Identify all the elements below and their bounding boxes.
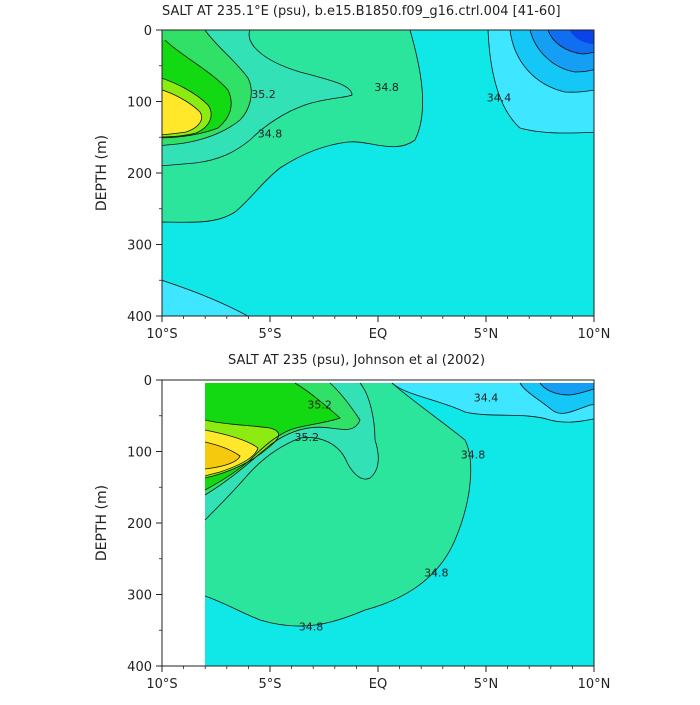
contour-line xyxy=(204,429,259,477)
contour-label: 34.8 xyxy=(374,81,399,94)
panel-1-contour-labels: 35.2 34.8 34.8 34.4 xyxy=(251,81,511,140)
panel-2-axes: 10°S 5°S EQ 5°N 10°N 0 100 200 300 400 xyxy=(127,374,610,692)
contour-line xyxy=(547,30,594,55)
contour-label: 34.4 xyxy=(487,92,512,105)
contour-line xyxy=(204,382,379,521)
x-tick-label: 10°N xyxy=(578,327,611,342)
panel-1-axes: 10°S 5°S EQ 5°N 10°N 0 100 200 300 400 xyxy=(127,24,610,342)
x-tick-label: 10°S xyxy=(146,677,177,692)
contour-line xyxy=(204,382,341,491)
contour-label: 34.8 xyxy=(461,449,486,462)
x-tick-label: 10°S xyxy=(146,327,177,342)
fill-yellow xyxy=(162,89,202,135)
contour-line xyxy=(162,30,252,146)
x-tick-label: 5°N xyxy=(474,327,499,342)
contour-line xyxy=(391,382,594,423)
y-tick-label: 0 xyxy=(144,24,152,39)
contour-line xyxy=(204,382,361,496)
panel-2-y-axis-label: DEPTH (m) xyxy=(94,485,110,561)
y-tick-label: 400 xyxy=(127,660,152,675)
panel-2-title: SALT AT 235 (psu), Johnson et al (2002) xyxy=(228,353,485,368)
contour-line xyxy=(487,30,594,134)
y-tick-label: 0 xyxy=(144,374,152,389)
contour-line xyxy=(519,382,594,414)
contour-label: 35.2 xyxy=(251,88,276,101)
contour-line xyxy=(162,30,424,223)
y-tick-label: 100 xyxy=(127,446,152,461)
contour-line xyxy=(162,89,203,136)
fill-blue-mid xyxy=(540,383,594,395)
y-tick-label: 200 xyxy=(127,517,152,532)
y-tick-label: 400 xyxy=(127,310,152,325)
contour-label: 34.8 xyxy=(299,620,324,633)
contour-line xyxy=(162,77,212,138)
fill-yellow-orange xyxy=(205,442,240,469)
x-tick-label: 5°S xyxy=(258,327,281,342)
contour-line xyxy=(509,30,594,93)
contour-label: 34.8 xyxy=(424,567,449,580)
fill-light-cyan-bottom xyxy=(162,280,248,316)
x-tick-label: EQ xyxy=(369,677,387,692)
panel-1-y-axis-label: DEPTH (m) xyxy=(94,135,110,211)
x-tick-label: 5°S xyxy=(258,677,281,692)
y-tick-label: 100 xyxy=(127,96,152,111)
contour-line xyxy=(204,419,279,479)
y-tick-label: 200 xyxy=(127,167,152,182)
panel-1-fill xyxy=(162,30,594,316)
y-tick-label: 300 xyxy=(127,239,152,254)
x-tick-label: EQ xyxy=(369,327,387,342)
contour-line xyxy=(162,30,353,167)
panel-2-contour-labels: 35.2 35.2 34.4 34.8 34.8 34.8 xyxy=(294,391,498,633)
panel-1-title: SALT AT 235.1°E (psu), b.e15.B1850.f09_g… xyxy=(162,4,561,19)
contour-label: 35.2 xyxy=(294,431,319,444)
contour-line xyxy=(204,441,241,470)
x-tick-label: 10°N xyxy=(578,677,611,692)
panel-2-fill xyxy=(205,383,594,666)
fill-blue-dark xyxy=(570,30,594,45)
contour-label: 34.8 xyxy=(258,127,283,140)
contour-line xyxy=(529,30,594,73)
contour-line xyxy=(162,39,232,139)
y-tick-label: 300 xyxy=(127,589,152,604)
model-salinity-panel: SALT AT 235.1°E (psu), b.e15.B1850.f09_g… xyxy=(94,4,610,342)
x-tick-label: 5°N xyxy=(474,677,499,692)
contour-label: 35.2 xyxy=(307,399,332,412)
contour-line xyxy=(204,382,472,627)
panel-2-contours xyxy=(204,382,594,627)
contour-line xyxy=(162,279,249,316)
contour-label: 34.4 xyxy=(474,391,499,404)
contour-line xyxy=(539,382,594,396)
observed-salinity-panel: SALT AT 235 (psu), Johnson et al (2002) xyxy=(94,353,610,692)
panel-1-contours xyxy=(162,30,594,316)
